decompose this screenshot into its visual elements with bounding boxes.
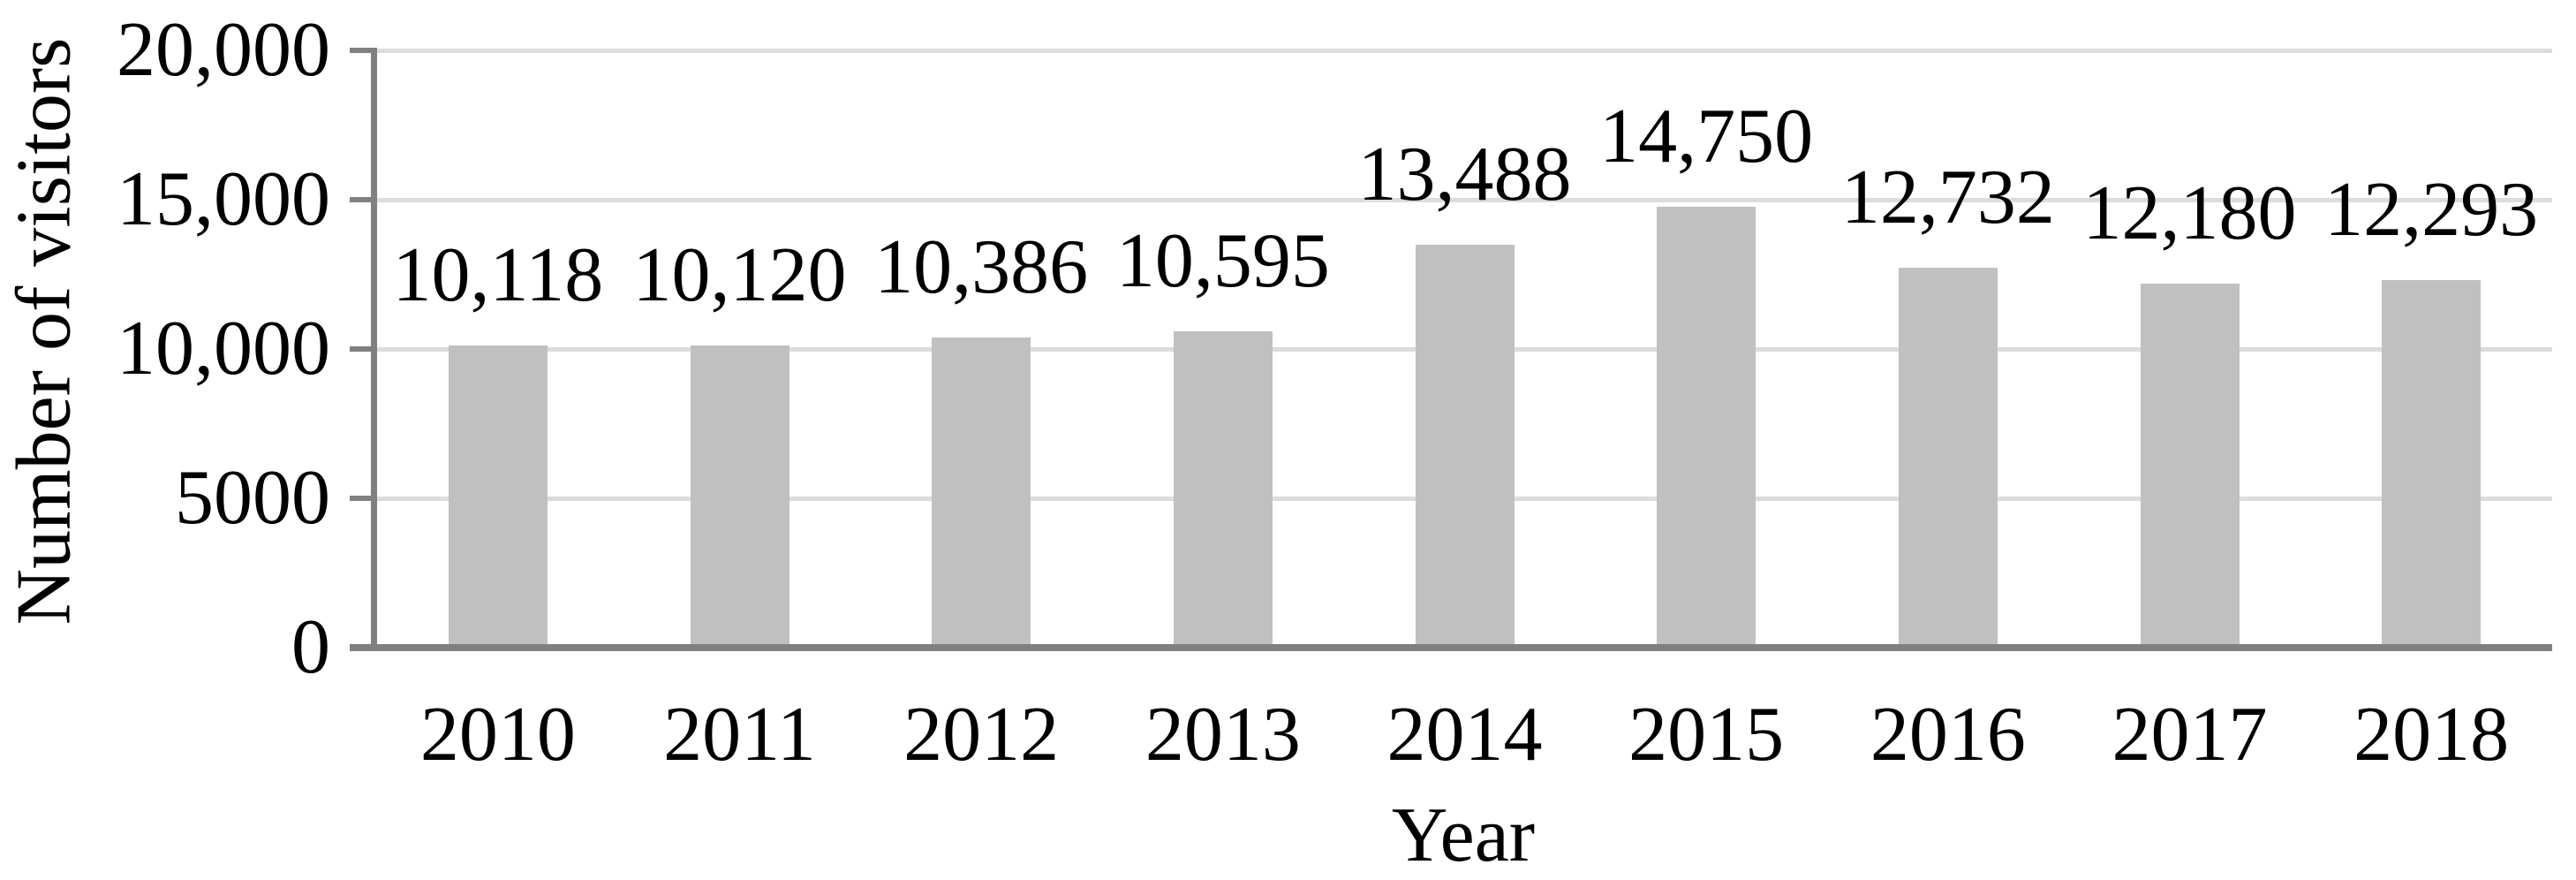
y-axis-line: [371, 48, 377, 651]
x-tick-label: 2012: [903, 692, 1060, 778]
y-axis-title: Number of visitors: [1, 37, 87, 626]
bar: [1657, 207, 1756, 644]
y-gridline: [377, 198, 2552, 202]
bar-value-label: 13,488: [1357, 132, 1572, 218]
x-axis-line: [350, 644, 2552, 651]
y-tick-label: 15,000: [117, 156, 330, 242]
bar-value-label: 10,595: [1115, 217, 1330, 304]
bar-value-label: 10,118: [392, 232, 604, 318]
bar: [690, 345, 789, 644]
y-tick-mark: [350, 346, 377, 352]
bar: [448, 345, 548, 644]
bar-value-label: 14,750: [1599, 94, 1814, 180]
x-axis-title: Year: [1391, 793, 1536, 878]
x-tick-label: 2015: [1628, 692, 1785, 778]
y-tick-mark: [350, 496, 377, 501]
y-tick-mark: [350, 197, 377, 202]
x-tick-label: 2016: [1870, 692, 2026, 778]
bar-value-label: 12,732: [1840, 154, 2055, 240]
y-tick-label: 0: [291, 604, 330, 690]
bar: [2140, 284, 2240, 644]
bar: [1415, 245, 1515, 644]
bar-value-label: 12,293: [2324, 167, 2539, 254]
y-tick-mark: [350, 48, 377, 53]
x-tick-label: 2010: [419, 692, 576, 778]
y-tick-label: 20,000: [117, 7, 330, 93]
x-tick-label: 2011: [663, 692, 816, 778]
x-tick-label: 2014: [1386, 692, 1543, 778]
y-gridline: [377, 49, 2552, 53]
x-tick-label: 2013: [1144, 692, 1301, 778]
x-tick-label: 2017: [2111, 692, 2268, 778]
y-tick-label: 10,000: [117, 306, 330, 391]
x-tick-label: 2018: [2353, 692, 2510, 778]
y-tick-label: 5000: [175, 455, 330, 541]
bar-value-label: 10,120: [632, 231, 847, 318]
bar: [2382, 280, 2482, 644]
bar: [932, 337, 1031, 644]
bar: [1898, 267, 1998, 644]
bar: [1173, 330, 1273, 644]
bar-value-label: 10,386: [874, 224, 1089, 310]
bar-value-label: 12,180: [2082, 171, 2297, 257]
